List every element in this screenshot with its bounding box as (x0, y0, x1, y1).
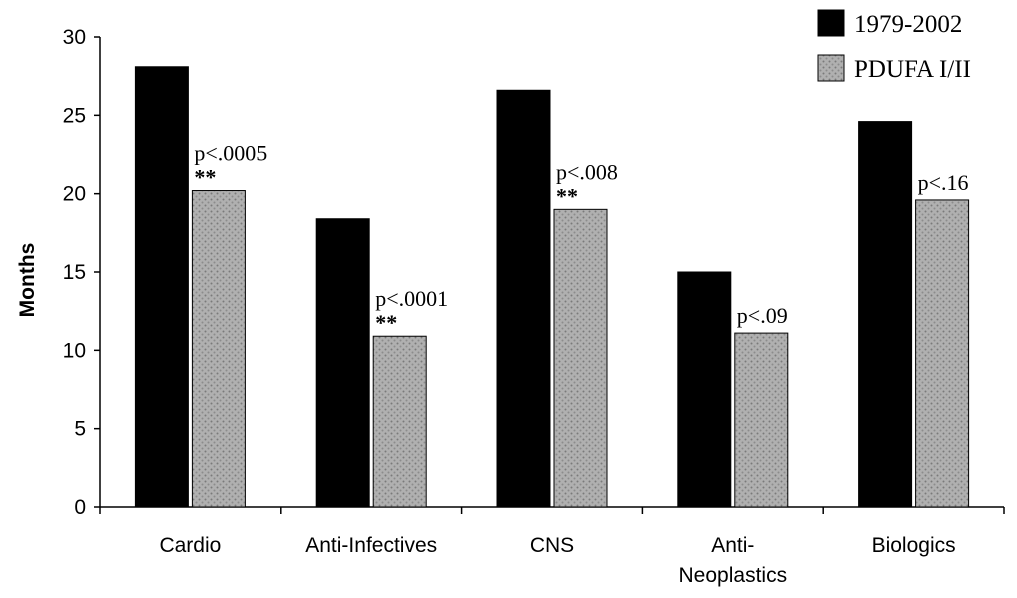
labels: p<.0005**Cardiop<.0001**Anti-Infectivesp… (159, 141, 968, 587)
significance-stars: ** (375, 310, 397, 335)
bar-series1 (496, 89, 551, 508)
y-tick-label: 15 (63, 261, 86, 284)
p-value-label: p<.008 (556, 159, 618, 184)
category-label: Anti- (711, 534, 754, 557)
p-value-label: p<.0005 (194, 141, 267, 166)
category-label: Neoplastics (679, 564, 788, 587)
bar-series2 (372, 335, 427, 508)
category-label: Anti-Infectives (305, 534, 437, 557)
y-tick-label: 20 (63, 183, 86, 206)
bar-series1 (858, 121, 913, 508)
bar-series2 (553, 208, 608, 508)
bar-series1 (134, 66, 189, 508)
bar-series2 (734, 332, 789, 508)
legend-label: 1979-2002 (854, 11, 962, 38)
category-label: CNS (530, 534, 574, 557)
p-value-label: p<.09 (737, 303, 788, 328)
y-tick-label: 30 (63, 26, 86, 49)
legend-label: PDUFA I/II (854, 56, 971, 83)
y-tick-label: 0 (74, 496, 86, 519)
y-tick-label: 25 (63, 104, 86, 127)
significance-stars: ** (556, 183, 578, 208)
axes: 0 5 10 15 20 25 30 Months (16, 26, 1005, 519)
bar-series2 (191, 190, 246, 508)
bar-series1 (677, 271, 732, 508)
y-tick-label: 10 (63, 339, 86, 362)
y-tick-label: 5 (74, 418, 86, 441)
category-label: Biologics (872, 534, 956, 557)
p-value-label: p<.16 (918, 170, 969, 195)
category-label: Cardio (159, 534, 221, 557)
legend: 1979-2002 PDUFA I/II (817, 9, 971, 83)
legend-swatch (817, 54, 845, 82)
y-axis-title: Months (16, 243, 39, 318)
bar-series1 (315, 218, 370, 508)
significance-stars: ** (194, 165, 216, 190)
bar-series2 (915, 199, 970, 508)
bars (134, 66, 970, 508)
legend-swatch (817, 9, 845, 37)
p-value-label: p<.0001 (375, 286, 448, 311)
